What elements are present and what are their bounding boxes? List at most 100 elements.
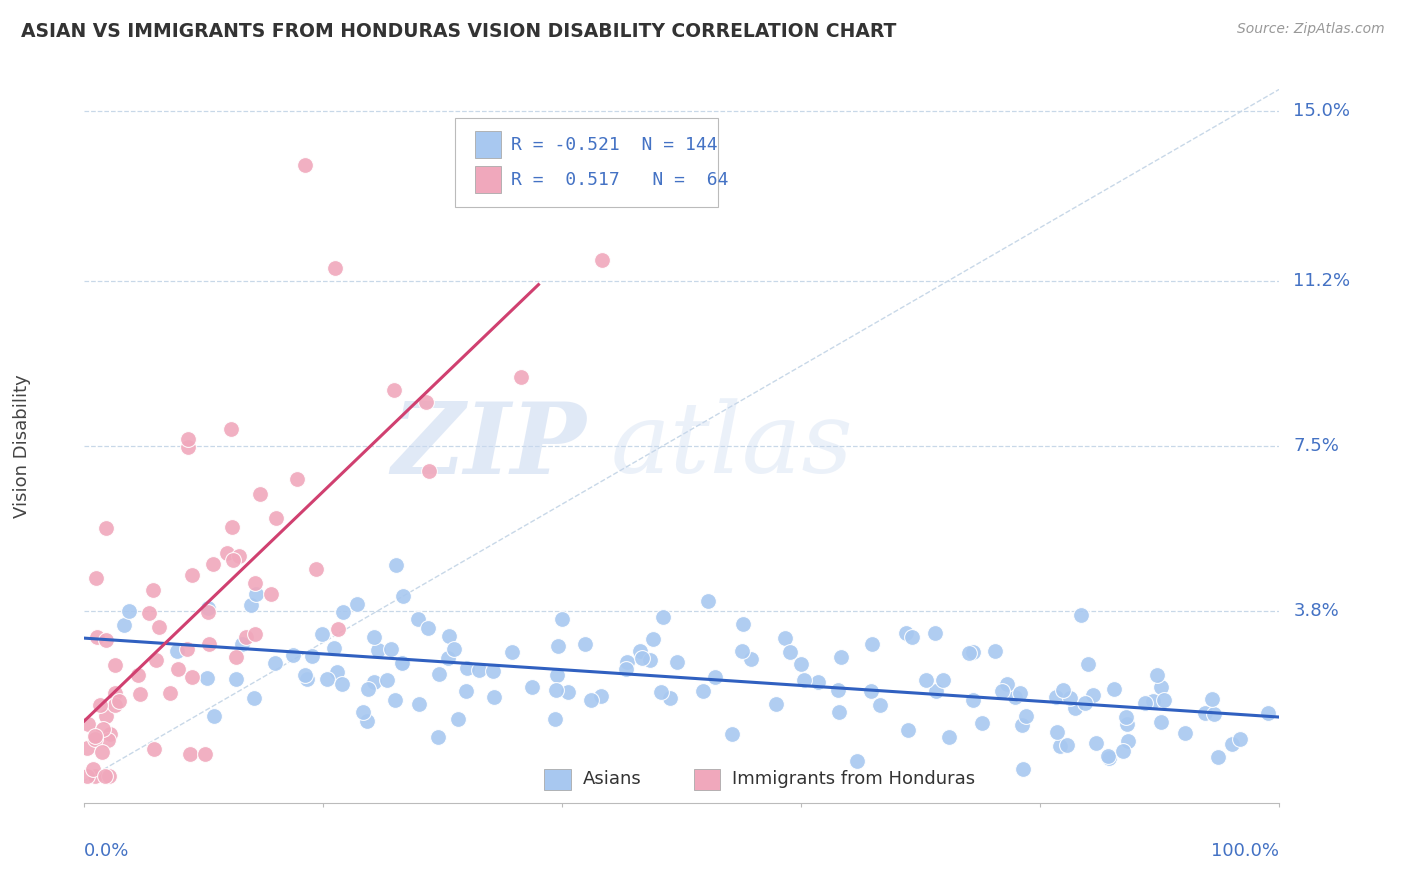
Point xyxy=(846,754,869,768)
Point xyxy=(363,630,385,644)
Point xyxy=(76,769,98,783)
Point xyxy=(166,662,188,676)
Text: Immigrants from Honduras: Immigrants from Honduras xyxy=(733,771,976,789)
Text: Asians: Asians xyxy=(582,771,641,789)
Point xyxy=(1056,738,1078,752)
Point xyxy=(1004,690,1026,705)
Point xyxy=(468,664,491,678)
Text: 15.0%: 15.0% xyxy=(1294,103,1350,120)
Point xyxy=(652,610,675,624)
Point xyxy=(176,641,198,656)
Point xyxy=(1153,692,1175,706)
Point xyxy=(98,726,121,740)
Point xyxy=(1046,724,1069,739)
Point xyxy=(790,657,813,671)
Point xyxy=(195,671,218,685)
Point xyxy=(546,667,568,681)
Point xyxy=(721,727,744,741)
Point xyxy=(84,732,107,747)
Point xyxy=(901,630,924,644)
Point xyxy=(1074,697,1097,711)
Point xyxy=(384,558,406,572)
Text: ZIP: ZIP xyxy=(391,398,586,494)
Point xyxy=(83,769,105,783)
Point xyxy=(1049,739,1071,753)
Point xyxy=(228,549,250,564)
Point xyxy=(243,575,266,590)
Point xyxy=(264,511,287,525)
Point xyxy=(869,698,891,712)
Point xyxy=(1150,715,1173,730)
Point xyxy=(145,653,167,667)
Point xyxy=(325,260,347,275)
Point xyxy=(830,650,852,665)
Point xyxy=(93,722,115,736)
Point xyxy=(1150,680,1173,694)
Point xyxy=(215,546,238,560)
Point xyxy=(231,637,253,651)
Point xyxy=(614,662,637,676)
Point xyxy=(1045,690,1067,705)
Point xyxy=(437,629,460,643)
Point xyxy=(641,632,664,646)
Point xyxy=(484,690,506,705)
Point xyxy=(1102,682,1125,697)
Point xyxy=(793,673,815,687)
Point xyxy=(380,642,402,657)
Point xyxy=(239,598,262,612)
Point xyxy=(418,464,440,478)
Point xyxy=(1194,706,1216,720)
Point xyxy=(1083,688,1105,702)
Point xyxy=(391,656,413,670)
Point xyxy=(197,606,219,620)
Point xyxy=(322,641,344,656)
Text: R =  0.517   N =  64: R = 0.517 N = 64 xyxy=(510,171,728,189)
Point xyxy=(221,520,243,534)
Point xyxy=(1063,701,1085,715)
Point xyxy=(82,762,104,776)
Point xyxy=(177,432,200,446)
Point xyxy=(86,571,108,585)
Point xyxy=(456,661,478,675)
Point xyxy=(1116,717,1139,731)
Point xyxy=(97,769,120,783)
Point xyxy=(731,644,754,658)
Point xyxy=(427,666,450,681)
Point xyxy=(704,670,727,684)
Point xyxy=(294,667,316,681)
Point xyxy=(198,637,221,651)
Point xyxy=(104,657,127,672)
Point xyxy=(1077,657,1099,672)
Point xyxy=(202,708,225,723)
Point xyxy=(447,712,470,726)
Point xyxy=(547,639,569,653)
Point xyxy=(1142,694,1164,708)
Point xyxy=(957,646,980,660)
Point xyxy=(589,689,612,703)
Point xyxy=(1111,743,1133,757)
Point xyxy=(509,370,531,384)
Point xyxy=(76,741,98,756)
Point xyxy=(1011,718,1033,732)
Point xyxy=(96,708,118,723)
Text: 3.8%: 3.8% xyxy=(1294,602,1339,620)
Point xyxy=(481,665,503,679)
Point xyxy=(426,730,449,744)
Point xyxy=(375,673,398,688)
Point xyxy=(408,611,430,625)
Point xyxy=(546,682,568,697)
Point xyxy=(522,681,544,695)
Point xyxy=(1070,607,1092,622)
Point xyxy=(658,690,681,705)
Point xyxy=(416,621,439,635)
Point xyxy=(897,723,920,737)
Point xyxy=(127,667,149,681)
Point xyxy=(931,673,953,687)
Point xyxy=(384,384,406,398)
Point xyxy=(1133,696,1156,710)
Point xyxy=(1222,737,1244,751)
Point xyxy=(1174,725,1197,739)
Point xyxy=(1146,668,1168,682)
Point xyxy=(859,684,882,698)
Point xyxy=(285,472,308,486)
